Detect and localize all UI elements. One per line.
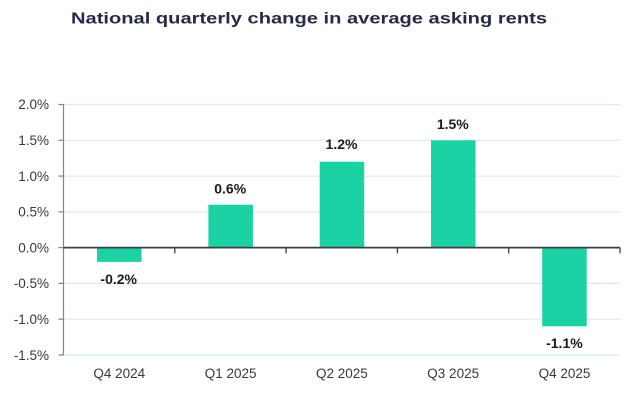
svg-text:-0.2%: -0.2% xyxy=(100,271,137,287)
svg-text:2.0%: 2.0% xyxy=(18,97,49,112)
svg-text:Q3 2025: Q3 2025 xyxy=(427,366,479,381)
svg-text:-1.0%: -1.0% xyxy=(14,312,49,327)
svg-text:0.6%: 0.6% xyxy=(214,180,246,196)
svg-text:1.0%: 1.0% xyxy=(18,169,49,184)
svg-text:0.0%: 0.0% xyxy=(18,240,49,255)
svg-text:-0.5%: -0.5% xyxy=(14,276,49,291)
svg-text:1.5%: 1.5% xyxy=(437,116,469,132)
svg-text:Q4 2024: Q4 2024 xyxy=(93,366,145,381)
svg-text:1.2%: 1.2% xyxy=(326,136,358,152)
svg-text:Q1 2025: Q1 2025 xyxy=(205,366,257,381)
svg-text:-1.1%: -1.1% xyxy=(546,335,583,351)
svg-text:1.5%: 1.5% xyxy=(18,133,49,148)
svg-text:0.5%: 0.5% xyxy=(18,205,49,220)
svg-text:-1.5%: -1.5% xyxy=(14,348,49,363)
svg-text:Q4 2025: Q4 2025 xyxy=(539,366,591,381)
svg-text:Q2 2025: Q2 2025 xyxy=(316,366,368,381)
svg-text:National quarterly change in a: National quarterly change in average ask… xyxy=(71,10,547,27)
